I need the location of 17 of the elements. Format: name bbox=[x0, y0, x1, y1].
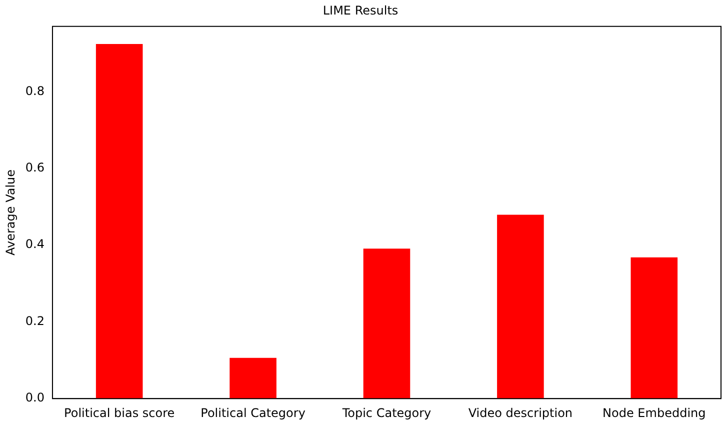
y-axis-title: Average Value bbox=[3, 169, 18, 256]
bar bbox=[96, 44, 143, 399]
chart-title: LIME Results bbox=[322, 3, 398, 18]
x-tick-label: Video description bbox=[468, 406, 573, 420]
bar bbox=[230, 358, 276, 399]
bar bbox=[630, 257, 678, 399]
y-tick-label: 0.8 bbox=[25, 84, 44, 98]
y-tick-label: 0.0 bbox=[25, 390, 44, 405]
x-tick-label: Political bias score bbox=[64, 406, 175, 420]
y-tick-label: 0.6 bbox=[25, 160, 44, 174]
y-tick-label: 0.4 bbox=[25, 237, 44, 252]
bar bbox=[363, 248, 410, 399]
y-tick-label: 0.2 bbox=[25, 314, 44, 328]
x-tick-label: Topic Category bbox=[341, 406, 432, 420]
bar bbox=[497, 214, 544, 399]
x-tick-label: Node Embedding bbox=[602, 406, 706, 420]
x-tick-label: Political Category bbox=[200, 406, 306, 420]
